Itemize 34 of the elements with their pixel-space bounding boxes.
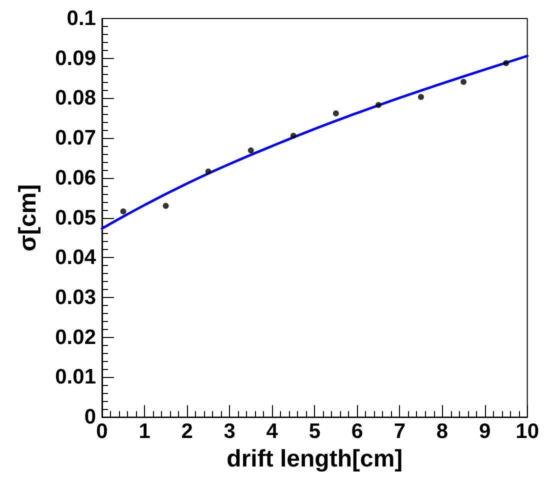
y-tick-label: 0.07 (55, 126, 96, 150)
x-tick-label: 1 (138, 420, 151, 444)
x-axis-title: drift length[cm] (226, 446, 403, 472)
point (332, 110, 339, 116)
x-tick-label: 4 (266, 420, 278, 444)
y-axis-title: σ[cm] (14, 184, 42, 252)
x-tick-label: 6 (351, 420, 364, 444)
y-tick-label: 0.09 (55, 46, 96, 70)
point (290, 132, 296, 139)
y-tick-label: 0.1 (66, 7, 96, 30)
y-tick-label: 0.08 (55, 86, 96, 110)
x-tick-label: 9 (478, 420, 491, 444)
x-tick-label: 5 (308, 420, 321, 444)
line-series (100, 54, 529, 230)
point (162, 202, 169, 209)
point (205, 168, 212, 175)
y-tick-label: 0 (84, 406, 96, 429)
x-tick-label: 3 (224, 420, 236, 444)
point (120, 208, 126, 214)
x-tick-label: 10 (516, 420, 539, 444)
y-tick-label: 0.01 (55, 366, 96, 389)
y-tick-label: 0.05 (55, 206, 96, 230)
x-tick-label: 7 (394, 420, 406, 444)
y-tick-label: 0.06 (55, 166, 96, 190)
y-tick-label: 0.04 (55, 246, 96, 270)
y-tick-label: 0.03 (55, 286, 96, 310)
point (503, 60, 510, 66)
point (418, 94, 424, 100)
x-tick-label: 2 (181, 420, 193, 444)
point (460, 78, 467, 85)
y-tick-label: 0.02 (55, 326, 96, 349)
point (248, 147, 254, 154)
point (375, 102, 382, 108)
x-tick-label: 8 (436, 420, 448, 444)
